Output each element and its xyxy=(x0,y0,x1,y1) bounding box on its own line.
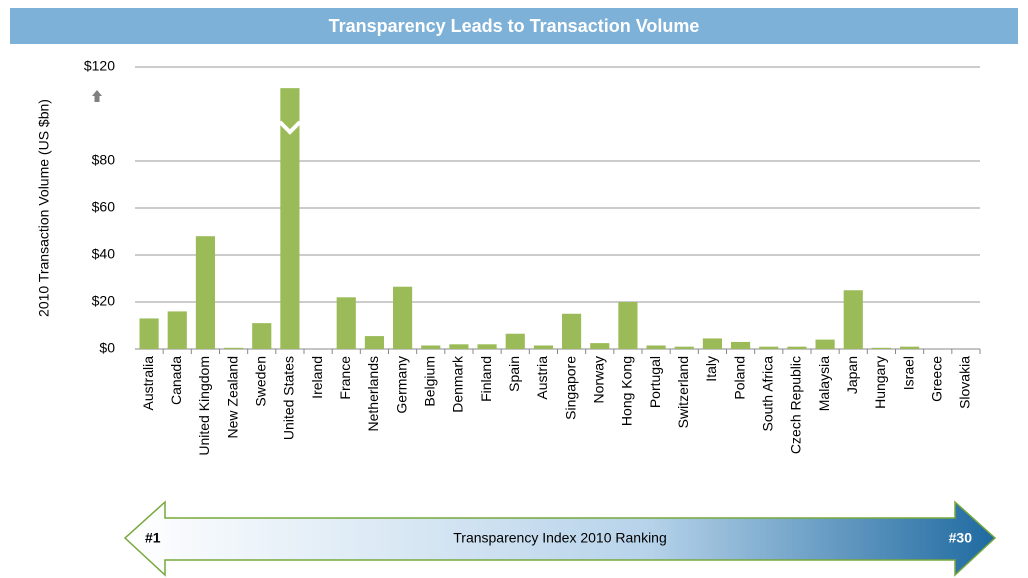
bar xyxy=(674,346,694,349)
bar xyxy=(252,323,272,349)
axis-break xyxy=(278,120,302,135)
x-tick-label: Portugal xyxy=(647,356,663,408)
x-tick-label: Belgium xyxy=(421,356,437,407)
x-tick-label: Slovakia xyxy=(957,356,973,409)
x-tick-label: Singapore xyxy=(562,356,578,420)
x-tick-label: Italy xyxy=(703,356,719,382)
bar xyxy=(477,344,497,349)
x-tick-label: New Zealand xyxy=(224,356,240,439)
up-arrow-icon xyxy=(92,90,102,102)
y-tick-label: $60 xyxy=(92,199,116,215)
arrow-left-label: #1 xyxy=(145,530,161,546)
bar xyxy=(449,344,469,349)
bar xyxy=(590,343,610,349)
bar xyxy=(224,347,244,349)
y-tick-label: $20 xyxy=(92,293,116,309)
bar xyxy=(195,236,215,349)
x-tick-label: Greece xyxy=(928,356,944,402)
bar xyxy=(843,290,863,349)
x-tick-label: Malaysia xyxy=(816,356,832,411)
bar xyxy=(562,313,582,349)
bar xyxy=(759,346,779,349)
bar xyxy=(421,345,441,349)
bar xyxy=(815,339,835,349)
bar xyxy=(280,88,300,350)
x-tick-label: Finland xyxy=(478,356,494,402)
x-tick-label: Poland xyxy=(731,356,747,400)
x-tick-label: United States xyxy=(281,356,297,440)
x-tick-label: Australia xyxy=(140,356,156,411)
x-tick-label: Netherlands xyxy=(365,356,381,432)
bar xyxy=(533,345,553,349)
x-tick-label: Spain xyxy=(506,356,522,392)
x-tick-label: France xyxy=(337,356,353,400)
bar xyxy=(618,302,638,349)
x-tick-label: Austria xyxy=(534,356,550,400)
x-tick-label: Germany xyxy=(393,356,409,414)
x-tick-label: Canada xyxy=(168,356,184,405)
x-tick-label: Ireland xyxy=(309,356,325,399)
bar xyxy=(900,346,920,349)
ranking-arrow xyxy=(123,500,997,577)
x-tick-label: Norway xyxy=(590,356,606,403)
x-tick-label: South Africa xyxy=(759,356,775,432)
x-tick-label: Sweden xyxy=(252,356,268,407)
x-tick-label: Czech Republic xyxy=(788,356,804,454)
y-tick-label: $80 xyxy=(92,152,116,168)
title-banner xyxy=(10,8,1018,44)
bar xyxy=(139,318,159,349)
bar xyxy=(702,338,722,349)
chart-title: Transparency Leads to Transaction Volume xyxy=(329,16,700,36)
bar xyxy=(505,333,525,349)
x-tick-label: Denmark xyxy=(450,355,466,413)
bar xyxy=(364,336,384,349)
x-tick-label: United Kingdom xyxy=(196,356,212,456)
x-tick-label: Israel xyxy=(900,356,916,390)
y-tick-label: $40 xyxy=(92,246,116,262)
y-tick-label: $0 xyxy=(99,340,115,356)
arrow-label: Transparency Index 2010 Ranking xyxy=(453,530,667,546)
x-tick-label: Japan xyxy=(844,356,860,394)
bar xyxy=(646,345,666,349)
bar xyxy=(731,341,751,349)
arrow-right-label: #30 xyxy=(949,530,973,546)
bar xyxy=(167,311,187,349)
y-axis-title: 2010 Transaction Volume (US $bn) xyxy=(36,99,52,317)
bar xyxy=(336,297,356,349)
bar xyxy=(393,286,413,349)
bar xyxy=(871,347,891,349)
y-tick-label: $120 xyxy=(84,58,115,74)
bar xyxy=(787,346,807,349)
x-tick-label: Hungary xyxy=(872,356,888,409)
x-tick-label: Hong Kong xyxy=(619,356,635,426)
x-tick-label: Switzerland xyxy=(675,356,691,428)
